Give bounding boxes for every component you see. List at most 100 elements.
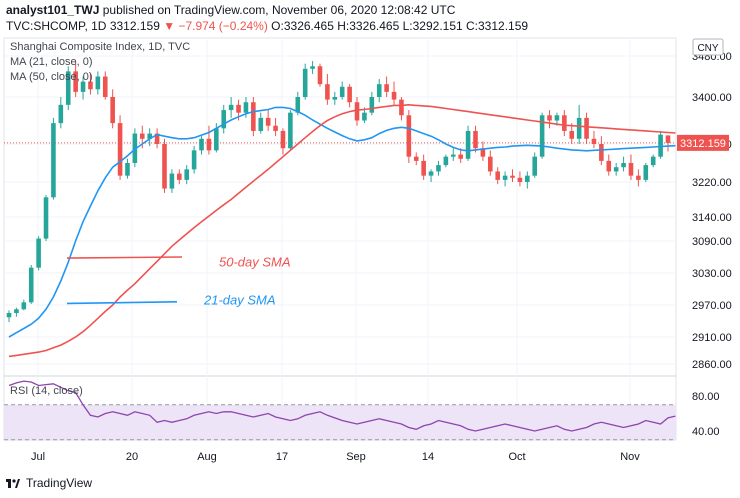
- tradingview-logo-icon: [6, 479, 20, 488]
- candle-body: [362, 112, 367, 121]
- last-price-label: 3312.159: [680, 138, 726, 150]
- candle-body: [310, 66, 315, 69]
- candle-body: [480, 148, 486, 157]
- candle-body: [554, 115, 560, 121]
- candle-body: [391, 91, 397, 100]
- sma50-annotation-label: 50-day SMA: [219, 254, 291, 269]
- candle-body: [584, 117, 589, 139]
- candle-body: [613, 167, 619, 172]
- ma21-line: [8, 106, 676, 338]
- candle-body: [88, 81, 93, 90]
- candle-body: [154, 133, 160, 144]
- candle-body: [162, 144, 167, 189]
- axes: Jul 20 Aug 17 Sep 14 Oct Nov 2860.00 2910.00 2970.…: [31, 38, 732, 463]
- candle-body: [525, 175, 530, 182]
- footer-brand[interactable]: TradingView: [26, 476, 93, 490]
- sma21-annotation-line: [66, 301, 178, 305]
- candle-body: [221, 110, 227, 129]
- rsi-y-tick-label: 80.00: [692, 391, 720, 403]
- candle-body: [95, 76, 101, 90]
- chart-legend: Shanghai Composite Index, 1D, TVC MA (21…: [10, 40, 190, 85]
- y-tick-label: 3140.00: [692, 212, 732, 224]
- candle-body: [569, 130, 575, 139]
- candle-body: [325, 84, 330, 100]
- y-tick-label: 2860.00: [692, 359, 732, 371]
- candle-body: [265, 117, 271, 126]
- candle-body: [317, 66, 323, 85]
- candle-body: [80, 81, 86, 92]
- candle-body: [102, 76, 108, 97]
- candle-body: [243, 102, 249, 113]
- candle-body: [206, 138, 212, 151]
- candle-body: [147, 133, 152, 139]
- y-tick-label: 2910.00: [692, 332, 732, 344]
- candle-body: [547, 115, 552, 121]
- candle-body: [251, 102, 256, 131]
- candle-body: [495, 171, 500, 180]
- candle-body: [184, 169, 190, 180]
- candle-body: [73, 71, 78, 92]
- candle-body: [413, 156, 419, 161]
- candle-body: [28, 267, 34, 303]
- annotations: 50-day SMA 21-day SMA: [66, 254, 291, 308]
- candle-body: [369, 97, 375, 113]
- candle-body: [473, 130, 478, 149]
- y-tick-label: 3090.00: [692, 236, 732, 248]
- currency-label: CNY: [697, 43, 718, 54]
- candle-body: [532, 156, 538, 176]
- candle-body: [228, 104, 234, 111]
- candle-body: [599, 144, 604, 161]
- candle-body: [636, 175, 641, 180]
- candle-body: [43, 197, 49, 239]
- legend-ma21[interactable]: MA (21, close, 0): [10, 56, 93, 68]
- candle-body: [58, 104, 64, 124]
- rsi-title: RSI (14, close): [10, 385, 83, 397]
- candles: [6, 61, 671, 323]
- candle-body: [621, 163, 626, 168]
- rsi-y-tick-label: 40.00: [692, 426, 720, 438]
- rsi-band-fill: [4, 404, 676, 440]
- candle-body: [6, 313, 12, 318]
- candle-body: [177, 173, 182, 180]
- price-chart[interactable]: RSI (14, close) 50-day SMA 21-day SMA Jul…: [0, 36, 740, 476]
- candle-body: [510, 175, 515, 178]
- candle-body: [376, 84, 382, 97]
- author[interactable]: analyst101_TWJ: [6, 3, 100, 17]
- candle-body: [421, 160, 426, 176]
- price-change: ▼ −7.974 (−0.24%): [163, 19, 268, 33]
- candle-body: [428, 171, 434, 176]
- candle-body: [110, 97, 115, 124]
- currency-badge: [692, 38, 724, 56]
- candle-body: [295, 97, 301, 113]
- candle-body: [406, 115, 412, 157]
- last-price-badge: [677, 134, 729, 151]
- publish-line: analyst101_TWJ published on TradingView.…: [6, 2, 734, 18]
- candle-body: [539, 115, 545, 157]
- candle-body: [14, 309, 19, 313]
- publish-info: published on TradingView.com, November 0…: [102, 3, 456, 17]
- candle-body: [339, 86, 345, 97]
- candle-body: [665, 135, 671, 143]
- moving-averages: [8, 103, 676, 358]
- x-tick-label: Nov: [620, 451, 640, 463]
- x-tick-label: 14: [422, 451, 434, 463]
- legend-ma50[interactable]: MA (50, close, 0): [10, 71, 93, 83]
- candle-body: [591, 138, 597, 144]
- candle-body: [117, 123, 123, 176]
- ohlc-values: O:3326.465 H:3326.465 L:3292.151 C:3312.…: [271, 19, 529, 33]
- rsi-band: [4, 404, 676, 441]
- candle-body: [517, 177, 523, 182]
- x-tick-label: Sep: [346, 451, 366, 463]
- candle-body: [280, 130, 286, 149]
- candle-body: [36, 238, 41, 268]
- rsi-line-group: RSI (14, close): [8, 380, 676, 432]
- candle-body: [139, 133, 145, 139]
- x-tick-label: Aug: [197, 451, 217, 463]
- candle-body: [658, 134, 663, 157]
- last-price: 3312.159: [109, 19, 160, 33]
- sma21-annotation-label: 21-day SMA: [203, 293, 276, 308]
- candle-body: [628, 163, 634, 176]
- x-tick-label: 17: [276, 451, 288, 463]
- candle-body: [21, 302, 27, 310]
- y-tick-label: 3220.00: [692, 177, 732, 189]
